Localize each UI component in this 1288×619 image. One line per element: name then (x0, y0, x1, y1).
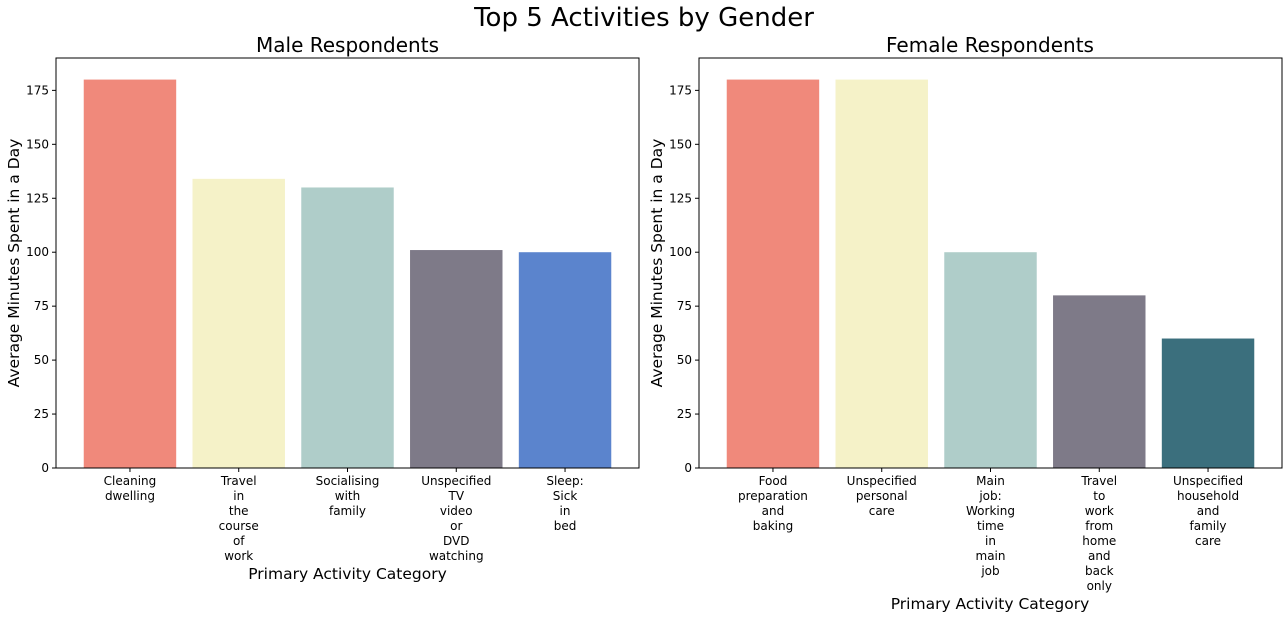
male-bar (410, 250, 503, 468)
female-category-label: Unspecified personal care (847, 474, 917, 518)
female-category-label: Main job: Working time in main job (966, 474, 1015, 578)
male-category-label: Travel in the course of work (219, 474, 259, 563)
male-y-tick-label: 75 (34, 299, 49, 313)
male-bar (192, 178, 285, 468)
female-axes-frame (698, 57, 1283, 469)
female-bar (944, 252, 1037, 468)
female-x-axis-label: Primary Activity Category (891, 595, 1090, 613)
female-panel-title: Female Respondents (886, 33, 1094, 57)
female-bar (1053, 295, 1146, 468)
male-y-tick-label: 125 (26, 191, 49, 205)
female-y-axis-label: Average Minutes Spent in a Day (648, 139, 666, 388)
female-bar (835, 79, 928, 468)
male-x-axis-label: Primary Activity Category (248, 565, 447, 583)
male-category-label: Sleep: Sick in bed (546, 474, 583, 533)
male-category-label: Socialising with family (316, 474, 380, 518)
female-bar (726, 79, 820, 468)
male-bar (83, 79, 177, 468)
figure-title: Top 5 Activities by Gender (473, 3, 814, 33)
male-panel-title: Male Respondents (256, 33, 439, 57)
female-y-tick-label: 25 (677, 407, 692, 421)
female-plot-area: 0 25 50 75 100 125 150 175 Food preparation and bak… (669, 79, 1255, 593)
female-y-tick-label: 150 (669, 137, 692, 151)
female-y-tick-label: 175 (669, 83, 692, 97)
male-axes-frame (55, 57, 640, 469)
female-category-label: Unspecified household and family care (1173, 474, 1243, 548)
female-category-label: Food preparation and baking (738, 474, 808, 533)
male-category-label: Unspecified TV video or DVD watching (421, 474, 491, 563)
male-bar (301, 187, 394, 468)
male-y-tick-label: 100 (26, 245, 49, 259)
female-y-tick-label: 125 (669, 191, 692, 205)
male-y-tick-label: 25 (34, 407, 49, 421)
male-y-tick-label: 150 (26, 137, 49, 151)
female-panel: Female Respondents Average Minutes Spent… (648, 33, 1283, 613)
male-bar (518, 252, 612, 468)
male-plot-area: 0 25 50 75 100 125 150 175 Cleaning dwelling Trave… (26, 79, 612, 563)
male-y-tick-label: 175 (26, 83, 49, 97)
male-y-tick-label: 0 (41, 461, 49, 475)
male-category-label: Cleaning dwelling (104, 474, 157, 503)
male-y-axis-label: Average Minutes Spent in a Day (5, 139, 23, 388)
female-y-tick-label: 0 (684, 461, 692, 475)
female-category-label: Travel to work from home and back only (1080, 474, 1117, 593)
female-y-tick-label: 75 (677, 299, 692, 313)
male-panel: Male Respondents Average Minutes Spent i… (5, 33, 640, 583)
female-y-tick-label: 50 (677, 353, 692, 367)
female-bar (1161, 338, 1255, 468)
male-y-tick-label: 50 (34, 353, 49, 367)
female-y-tick-label: 100 (669, 245, 692, 259)
